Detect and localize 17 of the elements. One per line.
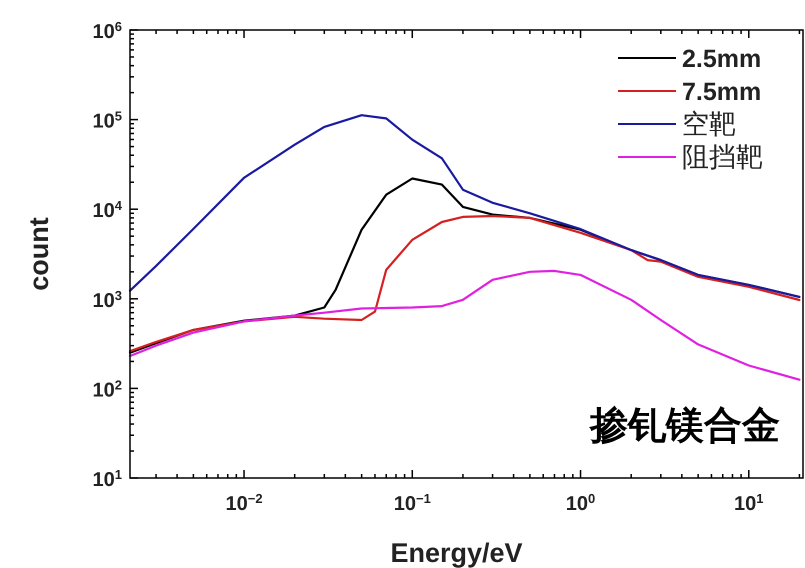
legend-label: 阻挡靶 (682, 142, 763, 172)
x-axis-title: Energy/eV (390, 538, 523, 568)
y-tick-label: 10$^{4}$ (92, 198, 123, 222)
y-tick-label: 10$^{5}$ (92, 108, 122, 133)
x-tick-label: 10$^{−2}$ (226, 490, 263, 515)
y-tick-label: 10$^{1}$ (92, 466, 122, 491)
y-tick-label: 10$^{6}$ (92, 18, 122, 43)
x-tick-label: 10$^{1}$ (734, 490, 764, 515)
legend-label: 7.5mm (682, 78, 762, 106)
legend-label: 空靶 (682, 109, 736, 139)
annotation: 掺钆镁合金 (588, 405, 780, 447)
y-axis-title: count (24, 217, 54, 291)
y-tick-label: 10$^{3}$ (92, 287, 122, 312)
y-tick-label: 10$^{2}$ (92, 376, 122, 402)
legend-label: 2.5mm (682, 45, 762, 73)
x-tick-label: 10$^{−1}$ (394, 490, 431, 515)
x-tick-label: 10$^{0}$ (566, 490, 596, 515)
